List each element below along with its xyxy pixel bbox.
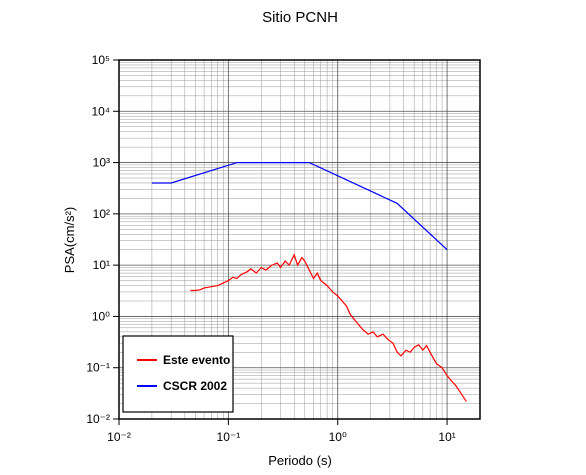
- legend-box: [122, 335, 234, 413]
- chart-title: Sitio PCNH: [262, 9, 338, 26]
- y-tick-label: 10⁰: [92, 309, 110, 323]
- y-tick-label: 10¹: [93, 258, 110, 272]
- x-tick-label: 10⁰: [329, 430, 347, 444]
- y-tick-label: 10³: [93, 156, 110, 170]
- x-tick-label: 10⁻¹: [217, 430, 241, 444]
- y-axis-label: PSA(cm/s²): [62, 207, 77, 273]
- series-line: [190, 253, 467, 402]
- series-line: [151, 162, 448, 251]
- y-tick-label: 10⁴: [91, 104, 110, 118]
- plot-frame: [118, 59, 481, 420]
- y-tick-label: 10⁻²: [86, 412, 110, 426]
- y-tick-label: 10²: [93, 207, 110, 221]
- x-tick-label: 10¹: [438, 430, 455, 444]
- y-tick-label: 10⁻¹: [86, 361, 110, 375]
- x-tick-label: 10⁻²: [107, 430, 131, 444]
- y-tick-label: 10⁵: [92, 53, 110, 67]
- legend-label: Este evento: [163, 353, 230, 367]
- legend-label: CSCR 2002: [163, 379, 227, 393]
- x-axis-label: Periodo (s): [268, 453, 332, 468]
